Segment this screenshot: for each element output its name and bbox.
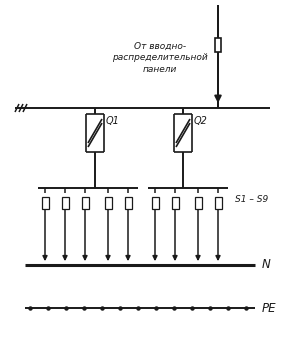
Bar (214, 197, 221, 209)
Text: PE: PE (262, 301, 277, 315)
Bar (61, 197, 68, 209)
Bar (194, 197, 202, 209)
Text: S1 – S9: S1 – S9 (235, 195, 268, 203)
Text: От вводно-
распределительной
панели: От вводно- распределительной панели (112, 42, 208, 74)
Bar (215, 38, 221, 52)
Bar (41, 197, 49, 209)
Bar (104, 197, 112, 209)
Text: Q1: Q1 (106, 116, 120, 126)
Text: N: N (262, 258, 271, 271)
Text: Q2: Q2 (194, 116, 208, 126)
Bar (124, 197, 131, 209)
Bar (82, 197, 88, 209)
Bar (172, 197, 178, 209)
Bar (152, 197, 158, 209)
